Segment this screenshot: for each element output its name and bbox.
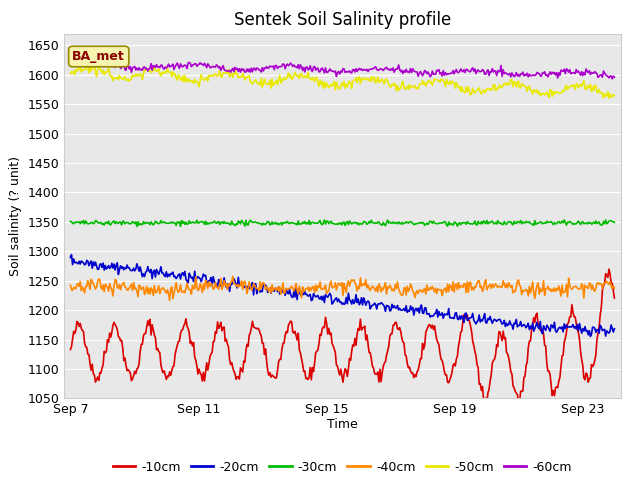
-10cm (390, 322, 398, 328)
-40cm (327, 278, 335, 284)
Legend: -10cm, -20cm, -30cm, -40cm, -50cm, -60cm: -10cm, -20cm, -30cm, -40cm, -50cm, -60cm (108, 456, 577, 479)
-60cm (609, 76, 616, 82)
-50cm (330, 82, 337, 88)
-30cm (362, 219, 370, 225)
-40cm (515, 277, 522, 283)
-10cm (328, 340, 336, 346)
-20cm (392, 305, 399, 311)
Line: -40cm: -40cm (70, 276, 614, 300)
-30cm (561, 217, 568, 223)
-60cm (513, 73, 521, 79)
Y-axis label: Soil salinity (? unit): Soil salinity (? unit) (9, 156, 22, 276)
-40cm (166, 298, 173, 303)
-50cm (392, 83, 399, 88)
-20cm (362, 302, 370, 308)
-40cm (363, 285, 371, 291)
-10cm (361, 323, 369, 329)
X-axis label: Time: Time (327, 418, 358, 431)
-10cm (611, 295, 618, 301)
-20cm (330, 300, 337, 305)
Line: -50cm: -50cm (70, 66, 614, 98)
-20cm (611, 326, 618, 332)
-20cm (67, 254, 74, 260)
-50cm (513, 80, 521, 85)
-10cm (598, 287, 606, 293)
-50cm (605, 96, 612, 101)
-40cm (600, 281, 607, 287)
Line: -30cm: -30cm (70, 220, 614, 227)
-50cm (598, 90, 606, 96)
Text: BA_met: BA_met (72, 50, 125, 63)
-30cm (177, 224, 184, 229)
-20cm (326, 290, 333, 296)
-20cm (513, 324, 521, 330)
Line: -10cm: -10cm (70, 269, 614, 403)
-60cm (330, 68, 337, 74)
Line: -60cm: -60cm (70, 58, 614, 79)
-50cm (90, 63, 98, 69)
-50cm (611, 93, 618, 98)
Title: Sentek Soil Salinity profile: Sentek Soil Salinity profile (234, 11, 451, 29)
-60cm (67, 61, 74, 67)
-40cm (611, 285, 618, 291)
-40cm (392, 286, 400, 291)
-10cm (516, 400, 524, 406)
-60cm (326, 66, 333, 72)
-50cm (67, 71, 74, 76)
-30cm (513, 218, 521, 224)
-60cm (598, 74, 606, 80)
-20cm (600, 327, 607, 333)
-10cm (605, 266, 612, 272)
-60cm (611, 74, 618, 80)
-30cm (330, 220, 337, 226)
-10cm (513, 390, 520, 396)
-40cm (229, 274, 237, 279)
-40cm (67, 282, 74, 288)
-10cm (325, 325, 333, 331)
-20cm (68, 252, 76, 258)
-30cm (392, 220, 399, 226)
-60cm (362, 68, 370, 73)
-10cm (67, 347, 74, 352)
-30cm (600, 219, 607, 225)
-60cm (392, 67, 399, 72)
-30cm (67, 218, 74, 224)
-50cm (326, 84, 333, 90)
-50cm (362, 76, 370, 82)
-30cm (326, 219, 333, 225)
-20cm (587, 334, 595, 339)
-40cm (330, 284, 338, 289)
-60cm (90, 55, 97, 60)
-30cm (611, 219, 618, 225)
Line: -20cm: -20cm (70, 255, 614, 336)
